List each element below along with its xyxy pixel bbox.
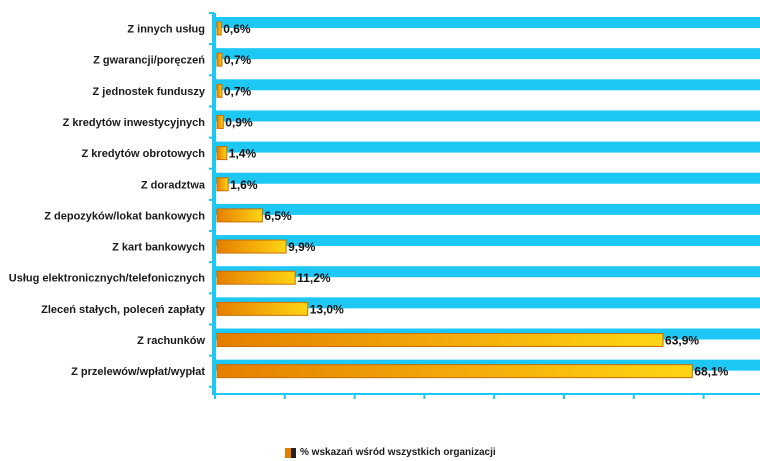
value-labels: 0,6% 0,7% 0,7% 0,9% 1,4% 1,6% 6,5% 9,9% 11,2% 13,… — [223, 22, 729, 379]
row-band — [215, 297, 760, 309]
row-band — [215, 172, 760, 184]
row-band — [215, 203, 760, 215]
value-label: 1,4% — [229, 147, 257, 161]
category-label: Zleceń stałych, poleceń zapłaty — [41, 304, 206, 316]
category-label: Z gwarancji/poręczeń — [93, 55, 205, 67]
bar — [216, 208, 263, 223]
bar — [216, 333, 664, 347]
bar — [216, 301, 309, 316]
row-band — [215, 48, 760, 60]
value-label: 9,9% — [288, 240, 316, 254]
background-bands — [215, 17, 760, 371]
category-label: Z kredytów obrotowych — [82, 148, 206, 160]
value-label: 6,5% — [264, 209, 292, 223]
row-band — [215, 235, 760, 247]
bar — [216, 114, 224, 129]
value-label: 0,7% — [224, 53, 252, 67]
value-label: 13,0% — [310, 302, 344, 316]
bar — [216, 83, 223, 98]
category-label: Z depozyków/lokat bankowych — [44, 210, 205, 222]
category-label: Z rachunków — [137, 335, 205, 347]
category-label: Z innych usług — [127, 24, 205, 36]
category-labels: Z innych usług Z gwarancji/poręczeń Z jedn… — [9, 24, 206, 379]
category-label: Z doradztwa — [141, 179, 206, 191]
value-label: 0,7% — [224, 84, 252, 98]
bar-chart: Z innych usług Z gwarancji/poręczeń Z jedn… — [9, 12, 760, 399]
category-label: Z kredytów inwestycyjnych — [63, 117, 206, 129]
bar — [216, 239, 287, 254]
value-label: 68,1% — [694, 365, 728, 379]
legend-swatch-icon — [285, 447, 296, 458]
category-label: Z przelewów/wpłat/wypłat — [71, 366, 205, 378]
bars — [216, 21, 693, 379]
value-label: 63,9% — [665, 334, 699, 348]
legend: % wskazań wśród wszystkich organizacji — [285, 444, 496, 460]
value-label: 0,6% — [223, 22, 251, 36]
row-band — [215, 17, 760, 28]
value-label: 0,9% — [225, 115, 253, 129]
row-band — [215, 79, 760, 91]
row-band — [215, 141, 760, 153]
bar — [216, 52, 223, 67]
bar — [216, 21, 222, 36]
bar — [216, 270, 296, 285]
value-label: 11,2% — [297, 271, 331, 285]
category-label: Z kart bankowych — [112, 242, 205, 254]
category-label: Z jednostek funduszy — [93, 86, 206, 98]
axes — [209, 12, 760, 399]
bar — [216, 146, 228, 161]
legend-label: % wskazań wśród wszystkich organizacji — [300, 446, 496, 458]
bar — [216, 364, 693, 379]
row-band — [215, 266, 760, 278]
bar — [216, 177, 229, 192]
row-band — [215, 110, 760, 122]
value-label: 1,6% — [230, 178, 258, 192]
category-label: Usług elektronicznych/telefonicznych — [9, 273, 205, 285]
